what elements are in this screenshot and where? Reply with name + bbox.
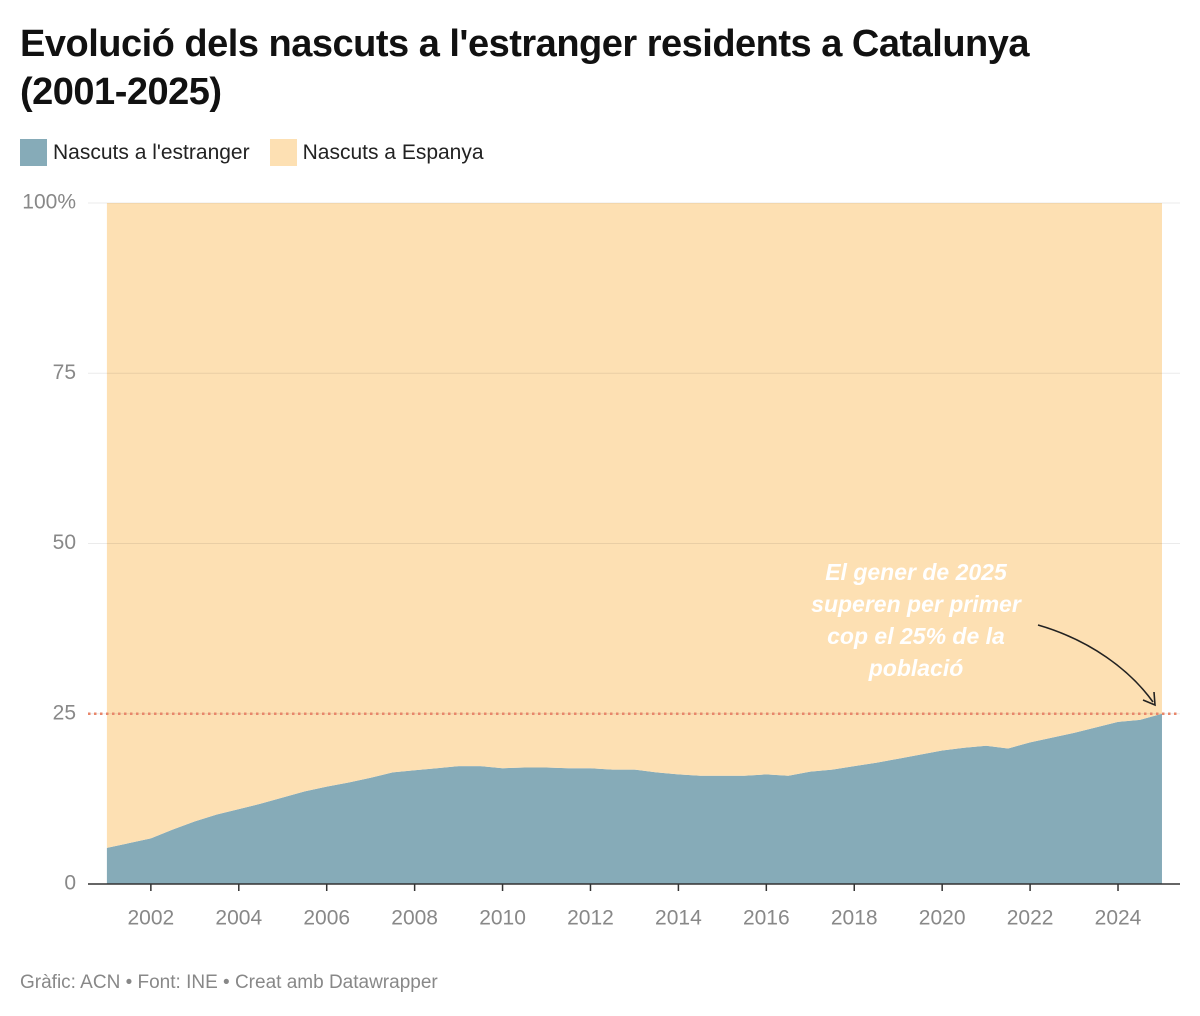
annotation: superen per primer — [811, 591, 1022, 617]
legend-swatch — [269, 139, 297, 166]
x-tick-label: 2022 — [1007, 907, 1054, 930]
annotation: cop el 25% de la — [827, 623, 1005, 649]
x-tick-label: 2004 — [215, 907, 262, 930]
x-tick-label: 2014 — [655, 907, 702, 930]
area — [106, 713, 1162, 884]
y-tick-label: 50 — [53, 531, 76, 554]
y-tick-label: 100% — [22, 191, 76, 214]
x-tick-label: 2008 — [391, 907, 438, 930]
x-tick-label: 2016 — [743, 907, 790, 930]
y-tick-label: 0 — [64, 872, 76, 895]
area — [106, 203, 1162, 848]
y-tick-label: 25 — [53, 701, 76, 724]
legend-swatch — [20, 139, 47, 166]
x-tick-label: 2002 — [128, 907, 175, 930]
x-tick-label: 2012 — [567, 907, 614, 930]
x-tick-label: 2024 — [1095, 907, 1142, 930]
footer: Gràfic: ACN • Font: INE • Creat amb Data… — [20, 972, 438, 993]
annotation-arrow — [1037, 624, 1154, 703]
arrow-head — [1142, 691, 1156, 707]
annotation: El gener de 2025 — [825, 559, 1008, 585]
x-tick-label: 2020 — [919, 907, 966, 930]
legend-item: Nascuts a l'estranger — [20, 139, 250, 166]
x-tick-label: 2010 — [479, 907, 526, 930]
x-tick-label: 2006 — [303, 907, 350, 930]
annotation: població — [868, 655, 964, 681]
legend-label: Nascuts a l'estranger — [53, 140, 250, 164]
x-tick-label: 2018 — [831, 907, 878, 930]
legend: Nascuts a l'estranger Nascuts a Espanya — [20, 139, 484, 166]
legend-item: Nascuts a Espanya — [269, 139, 484, 166]
chart: 0 25 50 75 100% 2002 2004 2006 2008 2010 2012 2014 2… — [22, 191, 1180, 930]
y-tick-label: 75 — [53, 361, 76, 384]
chart-title: Evolució dels nascuts a l'estranger resi… — [20, 23, 1030, 113]
legend-label: Nascuts a Espanya — [302, 140, 484, 164]
